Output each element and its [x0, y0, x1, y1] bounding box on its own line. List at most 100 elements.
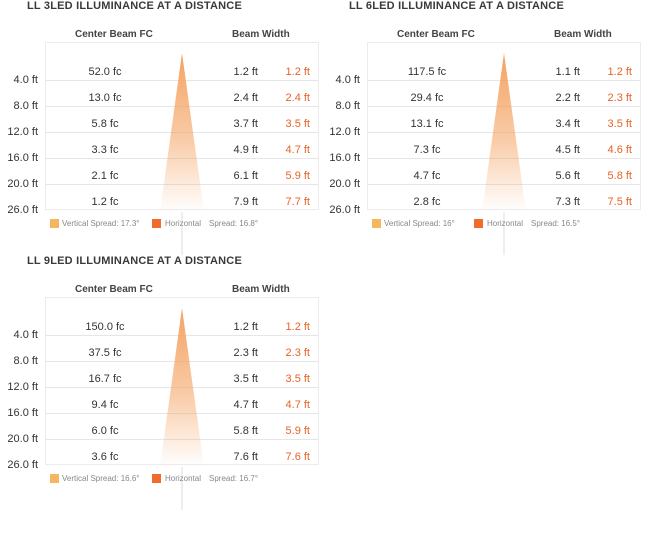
horizontal-width-value: 4.6 ft: [607, 144, 632, 156]
distance-label: 16.0 ft: [7, 152, 38, 164]
vertical-width-value: 3.7 ft: [233, 118, 258, 130]
vertical-width-value: 4.9 ft: [233, 144, 258, 156]
center-beam-fc-value: 117.5 fc: [407, 66, 447, 78]
vertical-width-value: 4.5 ft: [555, 144, 580, 156]
panel-9led: LL 9LED ILLUMINANCE AT A DISTANCE Center …: [0, 255, 319, 510]
center-beam-fc-value: 29.4 fc: [410, 92, 444, 104]
beam-cone-shape: [160, 53, 204, 212]
chart-title: LL 6LED ILLUMINANCE AT A DISTANCE: [349, 0, 564, 12]
distance-label: 26.0 ft: [7, 204, 38, 216]
center-beam-fc-value: 5.8 fc: [91, 118, 119, 130]
chart-title: LL 9LED ILLUMINANCE AT A DISTANCE: [27, 255, 242, 267]
horizontal-width-value: 5.9 ft: [285, 170, 310, 182]
distance-label: 8.0 ft: [335, 100, 360, 112]
distance-label: 16.0 ft: [329, 152, 360, 164]
legend-vertical-label: Vertical Spread: 16°: [384, 219, 455, 228]
horizontal-width-value: 3.5 ft: [285, 118, 310, 130]
panel-6led: LL 6LED ILLUMINANCE AT A DISTANCE Center …: [322, 0, 641, 255]
vertical-width-value: 3.5 ft: [233, 373, 258, 385]
legend-swatch-horizontal: [152, 474, 161, 483]
legend-horizontal-spread: Spread: 16.5°: [531, 219, 581, 228]
distance-label: 26.0 ft: [329, 204, 360, 216]
legend-horizontal-label: Horizontal: [165, 219, 202, 228]
vertical-width-value: 3.4 ft: [555, 118, 580, 130]
vertical-width-value: 7.6 ft: [233, 451, 258, 463]
horizontal-width-value: 7.5 ft: [607, 196, 632, 208]
horizontal-width-value: 2.3 ft: [285, 347, 310, 359]
horizontal-width-value: 5.9 ft: [285, 425, 310, 437]
vertical-width-value: 1.1 ft: [555, 66, 580, 78]
vertical-width-value: 5.8 ft: [233, 425, 258, 437]
vertical-width-value: 5.6 ft: [555, 170, 580, 182]
beam-cone: [160, 53, 204, 255]
legend-horizontal-spread: Spread: 16.8°: [209, 219, 259, 228]
beam-cone-shape: [482, 53, 526, 212]
distance-label: 20.0 ft: [7, 433, 38, 445]
legend-swatch-horizontal: [152, 219, 161, 228]
legend-swatch-vertical: [50, 474, 59, 483]
horizontal-width-value: 3.5 ft: [285, 373, 310, 385]
panel-3led: LL 3LED ILLUMINANCE AT A DISTANCE Center …: [0, 0, 319, 255]
legend-swatch-vertical: [50, 219, 59, 228]
vertical-width-value: 7.3 ft: [555, 196, 580, 208]
legend-swatch-horizontal: [474, 219, 483, 228]
vertical-width-value: 2.2 ft: [555, 92, 580, 104]
distance-label: 4.0 ft: [13, 74, 38, 86]
distance-label: 12.0 ft: [329, 126, 360, 138]
center-beam-fc-value: 4.7 fc: [413, 170, 441, 182]
vertical-width-value: 6.1 ft: [233, 170, 258, 182]
center-beam-fc-value: 13.1 fc: [410, 118, 444, 130]
horizontal-width-value: 1.2 ft: [607, 66, 632, 78]
distance-label: 8.0 ft: [13, 100, 38, 112]
center-beam-fc-value: 2.8 fc: [413, 196, 441, 208]
beam-cone: [482, 53, 526, 255]
distance-label: 26.0 ft: [7, 459, 38, 471]
vertical-width-value: 7.9 ft: [233, 196, 258, 208]
center-beam-fc-value: 9.4 fc: [91, 399, 119, 411]
center-beam-fc-value: 3.3 fc: [91, 144, 119, 156]
horizontal-width-value: 5.8 ft: [607, 170, 632, 182]
distance-label: 12.0 ft: [7, 126, 38, 138]
horizontal-width-value: 1.2 ft: [285, 321, 310, 333]
legend-horizontal-label: Horizontal: [487, 219, 524, 228]
center-beam-fc-value: 1.2 fc: [91, 196, 119, 208]
center-beam-fc-value: 7.3 fc: [413, 144, 441, 156]
chart-title: LL 3LED ILLUMINANCE AT A DISTANCE: [27, 0, 242, 12]
horizontal-width-value: 4.7 ft: [285, 144, 310, 156]
center-beam-fc-value: 2.1 fc: [91, 170, 119, 182]
distance-label: 4.0 ft: [13, 329, 38, 341]
horizontal-width-value: 4.7 ft: [285, 399, 310, 411]
beam-cone-shape: [160, 308, 204, 467]
vertical-width-value: 4.7 ft: [233, 399, 258, 411]
column-header-width: Beam Width: [232, 284, 290, 295]
horizontal-width-value: 3.5 ft: [607, 118, 632, 130]
center-beam-fc-value: 150.0 fc: [85, 321, 125, 333]
center-beam-fc-value: 52.0 fc: [88, 66, 122, 78]
distance-label: 20.0 ft: [329, 178, 360, 190]
column-header-fc: Center Beam FC: [397, 29, 475, 40]
legend-horizontal-spread: Spread: 16.7°: [209, 474, 259, 483]
center-beam-fc-value: 16.7 fc: [88, 373, 122, 385]
column-header-fc: Center Beam FC: [75, 29, 153, 40]
center-beam-fc-value: 6.0 fc: [91, 425, 119, 437]
vertical-width-value: 1.2 ft: [233, 66, 258, 78]
distance-label: 8.0 ft: [13, 355, 38, 367]
legend-vertical-label: Vertical Spread: 16.6°: [62, 474, 140, 483]
horizontal-width-value: 7.7 ft: [285, 196, 310, 208]
legend-horizontal-label: Horizontal: [165, 474, 202, 483]
beam-cone: [160, 308, 204, 510]
center-beam-fc-value: 13.0 fc: [88, 92, 122, 104]
vertical-width-value: 1.2 ft: [233, 321, 258, 333]
vertical-width-value: 2.4 ft: [233, 92, 258, 104]
horizontal-width-value: 2.3 ft: [607, 92, 632, 104]
center-beam-fc-value: 3.6 fc: [91, 451, 119, 463]
legend-vertical-label: Vertical Spread: 17.3°: [62, 219, 140, 228]
horizontal-width-value: 2.4 ft: [285, 92, 310, 104]
distance-label: 12.0 ft: [7, 381, 38, 393]
distance-label: 4.0 ft: [335, 74, 360, 86]
distance-label: 20.0 ft: [7, 178, 38, 190]
column-header-width: Beam Width: [554, 29, 612, 40]
horizontal-width-value: 7.6 ft: [285, 451, 310, 463]
vertical-width-value: 2.3 ft: [233, 347, 258, 359]
column-header-width: Beam Width: [232, 29, 290, 40]
